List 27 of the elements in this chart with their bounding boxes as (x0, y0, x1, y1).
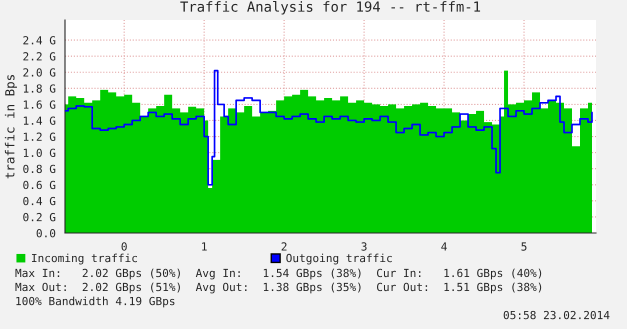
y-tick-label: 0.0 (36, 229, 56, 238)
y-tick-label: 1.2 G (24, 132, 56, 141)
y-tick-label: 2.0 G (23, 68, 56, 77)
text: Max Out: 2.02 GBps (51%) Avg Out: 1.38 GBps (35%) Cur Out: 1.51 GBps (38%) (15, 282, 542, 294)
y-tick-label: 1.0 G (24, 148, 56, 158)
y-tick-label: 0.4 G (23, 196, 56, 206)
x-tick-label: 1 (202, 242, 207, 251)
legend-label: Incoming traffic (32, 254, 137, 264)
x-tick-label: 5 (521, 242, 526, 251)
y-tick-label: 0.6 G (23, 180, 56, 190)
chart-title: Traffic Analysis for 194 -- rt-ffm-1 (180, 1, 480, 15)
y-tick-label: 2.2 G (23, 52, 56, 61)
text: Max In: 2.02 GBps (50%) Avg In: 1.54 GBps (38%) Cur In: 1.61 GBps (40%) (15, 268, 542, 280)
y-tick-label: 0.8 G (23, 164, 56, 174)
y-tick-label: 2.4 G (23, 36, 56, 45)
y-tick-label: 1.4 G (24, 116, 56, 125)
x-tick-label: 3 (361, 242, 367, 251)
x-tick-label: 0 (122, 242, 127, 251)
y-axis-title: traffic in Bps (4, 75, 17, 178)
legend-label: Outgoing traffic (286, 254, 392, 264)
x-tick-label: 4 (441, 242, 447, 251)
y-tick-label: 1.8 G (24, 84, 56, 93)
x-tick-label: 2 (282, 242, 287, 251)
text: 100% Bandwidth 4.19 GBps (16, 296, 174, 308)
y-tick-label: 1.6 G (24, 100, 56, 109)
y-tick-label: 0.2 G (23, 212, 56, 222)
text: 05:58 23.02.2014 (504, 310, 610, 320)
